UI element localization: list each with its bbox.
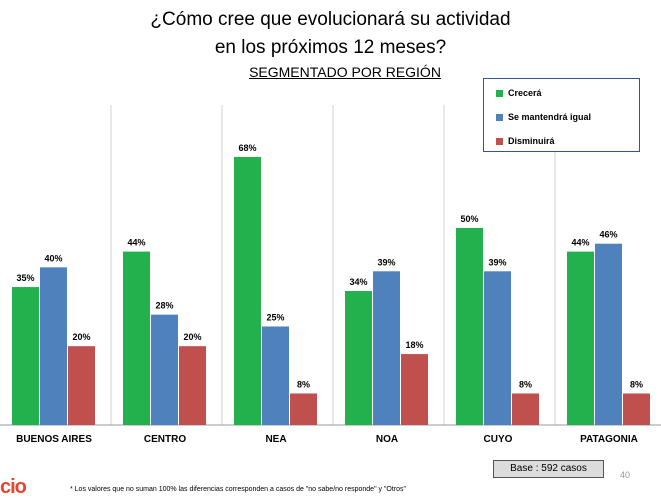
data-label: 39% bbox=[377, 257, 395, 267]
legend-swatch-disminuira bbox=[496, 137, 503, 145]
data-label: 44% bbox=[127, 238, 145, 248]
bar bbox=[567, 251, 594, 425]
base-cases-box: Base : 592 casos bbox=[493, 460, 604, 478]
data-label: 28% bbox=[155, 301, 173, 311]
legend-label-igual: Se mantendrá igual bbox=[508, 112, 592, 122]
legend-swatch-crecera bbox=[496, 89, 503, 97]
bar bbox=[68, 346, 95, 425]
data-label: 25% bbox=[266, 312, 284, 322]
page-number: 40 bbox=[620, 470, 631, 480]
data-label: 68% bbox=[238, 143, 256, 153]
data-label: 8% bbox=[297, 379, 310, 389]
data-label: 20% bbox=[72, 332, 90, 342]
chart-legend: Crecerá Se mantendrá igual Disminuirá bbox=[483, 78, 640, 152]
bar bbox=[484, 271, 511, 425]
bar bbox=[456, 227, 483, 425]
bar bbox=[512, 393, 539, 425]
category-label: CUYO bbox=[484, 434, 513, 445]
chart-title-line2: en los próximos 12 meses? bbox=[214, 37, 447, 58]
bar bbox=[401, 354, 428, 425]
category-label: CENTRO bbox=[144, 434, 186, 445]
legend-label-crecera: Crecerá bbox=[508, 88, 542, 98]
footnote: * Los valores que no suman 100% las dife… bbox=[70, 486, 407, 493]
bar bbox=[234, 157, 261, 425]
data-label: 35% bbox=[16, 273, 34, 283]
legend-item-igual: Se mantendrá igual bbox=[496, 112, 591, 122]
chart-title-line1: ¿Cómo cree que evolucionará su actividad bbox=[150, 9, 511, 30]
data-label: 8% bbox=[519, 379, 532, 389]
category-label: PATAGONIA bbox=[580, 434, 638, 445]
data-label: 8% bbox=[630, 379, 643, 389]
data-label: 40% bbox=[44, 253, 62, 263]
data-label: 44% bbox=[571, 238, 589, 248]
bar bbox=[623, 393, 650, 425]
legend-swatch-igual bbox=[496, 113, 503, 121]
brand-logo: cio bbox=[0, 476, 27, 498]
data-label: 20% bbox=[183, 332, 201, 342]
bar bbox=[290, 393, 317, 425]
legend-item-crecera: Crecerá bbox=[496, 88, 542, 98]
bar bbox=[262, 326, 289, 425]
legend-label-disminuira: Disminuirá bbox=[508, 136, 555, 146]
bar bbox=[373, 271, 400, 425]
bar bbox=[595, 243, 622, 425]
category-label: BUENOS AIRES bbox=[16, 434, 92, 445]
bar bbox=[123, 251, 150, 425]
data-label: 34% bbox=[349, 277, 367, 287]
legend-item-disminuira: Disminuirá bbox=[496, 136, 555, 146]
category-label: NEA bbox=[265, 434, 286, 445]
data-label: 39% bbox=[488, 257, 506, 267]
bar bbox=[40, 267, 67, 425]
data-label: 46% bbox=[599, 230, 617, 240]
data-label: 18% bbox=[405, 340, 423, 350]
bar bbox=[345, 291, 372, 425]
bar bbox=[12, 287, 39, 425]
data-label: 50% bbox=[460, 214, 478, 224]
category-label: NOA bbox=[376, 434, 398, 445]
chart-subtitle: SEGMENTADO POR REGIÓN bbox=[249, 64, 441, 80]
bar bbox=[151, 314, 178, 425]
bar bbox=[179, 346, 206, 425]
